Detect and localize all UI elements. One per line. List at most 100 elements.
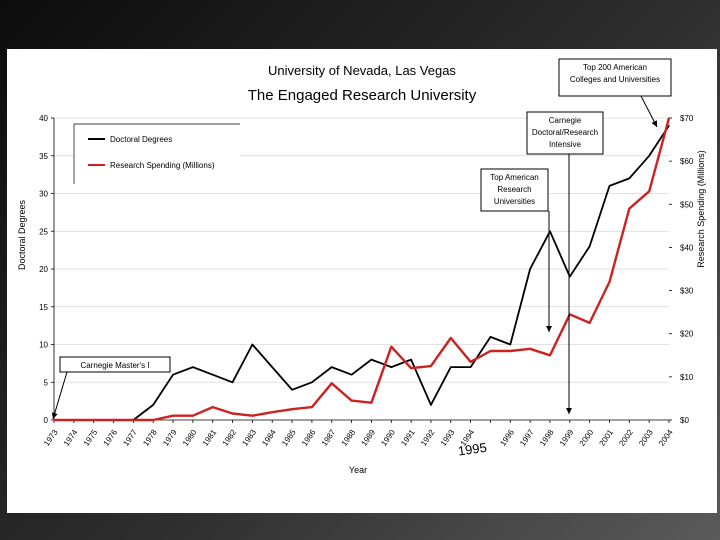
data-point [271, 411, 273, 413]
annotation-carnegie-doctoral-text: Intensive [549, 140, 582, 149]
y-tick-label: 25 [39, 227, 48, 236]
y2-tick-label: $20 [680, 330, 694, 339]
x-tick-label: 1974 [62, 428, 80, 448]
y-tick-label: 0 [44, 416, 49, 425]
y-tick-label: 15 [39, 303, 48, 312]
data-point [608, 185, 611, 187]
annotation-top-research-text: Universities [494, 197, 535, 206]
y-axis-title: Doctoral Degrees [17, 199, 27, 270]
y2-tick-label: $50 [680, 200, 694, 209]
x-axis-title: Year [349, 465, 367, 475]
data-point [569, 275, 571, 278]
x-tick-label: 1975 [82, 428, 100, 448]
x-tick-label: 1980 [181, 428, 199, 448]
data-point [529, 268, 531, 270]
data-point [291, 389, 293, 391]
x-tick-label: 2003 [637, 428, 655, 448]
data-point [410, 359, 412, 361]
annotation-top-research-box [480, 168, 549, 212]
data-point [549, 230, 551, 232]
data-point [93, 419, 95, 421]
data-point [489, 336, 492, 338]
annotation-carnegie-masters-text: Carnegie Master's I [80, 361, 149, 370]
data-point [390, 346, 392, 348]
annotation-carnegie-masters-arrowhead [51, 412, 58, 419]
y2-tick-label: $60 [680, 157, 694, 166]
data-point [271, 366, 273, 368]
y2-tick-label: $0 [680, 416, 689, 425]
x-tick-label: 1996 [498, 428, 516, 448]
x-tick-label: 2004 [657, 428, 675, 448]
data-point [608, 281, 611, 283]
annotation-carnegie-doctoral-box [526, 111, 604, 155]
data-point [192, 366, 194, 368]
data-point [192, 415, 194, 417]
legend-label-research: Research Spending (Millions) [110, 161, 215, 170]
data-point [231, 381, 234, 383]
y-tick-label: 5 [44, 378, 49, 387]
data-point [331, 366, 333, 368]
handwritten-year: 1995 [457, 440, 488, 459]
y2-tick-label: $10 [680, 373, 694, 382]
data-point [648, 155, 650, 157]
y-tick-label: 30 [39, 190, 48, 199]
y-tick-label: 10 [39, 341, 48, 350]
y2-tick-label: $70 [680, 114, 694, 123]
data-point [569, 313, 571, 315]
data-point [370, 402, 373, 404]
data-point [648, 190, 650, 192]
annotation-top-200-arrowhead [651, 120, 657, 127]
x-tick-label: 1978 [141, 428, 159, 448]
x-tick-label: 1985 [280, 428, 298, 448]
x-tick-label: 1988 [340, 428, 358, 448]
data-point [489, 350, 492, 352]
annotation-carnegie-masters-arrow [52, 371, 68, 420]
x-tick-label: 1997 [518, 428, 536, 448]
x-tick-label: 1990 [379, 428, 397, 448]
data-point [430, 365, 432, 367]
data-point [370, 359, 373, 361]
data-point [73, 419, 75, 421]
data-point [509, 343, 511, 346]
chart: 0 5 10 15 20 25 30 35 40 $0 $10 $20 $30 $40 $50 $60 $70 1… [17, 58, 706, 475]
data-point [132, 419, 134, 421]
data-point [589, 322, 591, 324]
x-tick-label: 2002 [617, 428, 635, 448]
legend: Doctoral Degrees Research Spending (Mill… [73, 123, 240, 184]
annotation-top-200-text: Top 200 American [583, 63, 647, 72]
annotation-carnegie-doctoral-arrowhead [566, 408, 572, 414]
data-point [152, 419, 154, 421]
data-point [251, 415, 253, 417]
x-tick-label: 1986 [300, 428, 318, 448]
series-line-research [54, 117, 671, 422]
x-tick-label: 1991 [399, 428, 417, 448]
data-point [331, 382, 333, 384]
data-point [212, 406, 214, 408]
annotation-top-research-arrowhead [546, 326, 552, 332]
slide: 0 5 10 15 20 25 30 35 40 $0 $10 $20 $30 $40 $50 $60 $70 1… [7, 49, 717, 513]
series-line-doctoral [54, 125, 670, 421]
annotation-top-200-text: Colleges and Universities [570, 75, 660, 84]
x-tick-label: 1989 [359, 428, 377, 448]
data-point [311, 381, 313, 383]
data-point [589, 245, 591, 247]
legend-label-doctoral: Doctoral Degrees [110, 135, 172, 144]
y2-tick-label: $30 [680, 287, 694, 296]
data-point [450, 337, 452, 339]
chart-title: University of Nevada, Las Vegas [268, 63, 456, 78]
chart-subtitle: The Engaged Research University [248, 87, 477, 104]
annotation-carnegie-masters-box [59, 356, 171, 373]
data-point [430, 404, 432, 406]
y-tick-label: 20 [39, 265, 48, 274]
data-point [311, 406, 313, 408]
y2-tick-label: $40 [680, 243, 694, 252]
data-point [291, 408, 293, 410]
data-point [529, 348, 531, 350]
annotation-top-200-box [558, 58, 672, 97]
data-point [53, 419, 55, 421]
x-tick-label: 1979 [161, 428, 179, 448]
data-point [470, 366, 472, 368]
x-tick-label: 1973 [42, 428, 60, 448]
annotation-carnegie-doctoral-text: Doctoral/Research [532, 128, 598, 137]
data-point [668, 117, 670, 119]
